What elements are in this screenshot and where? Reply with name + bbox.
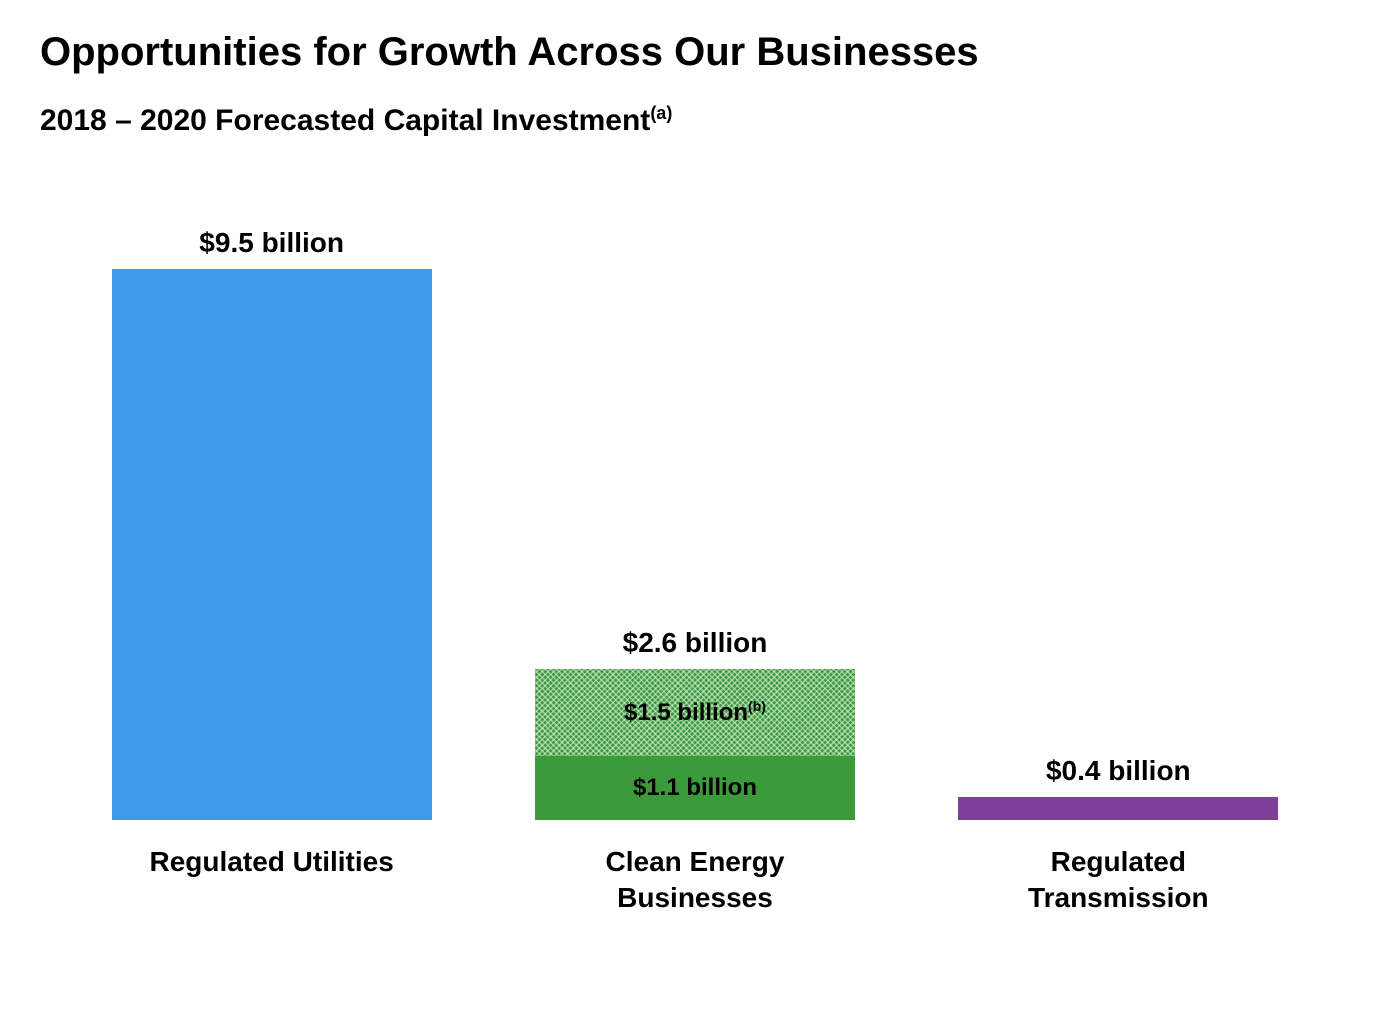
bar-clean_energy: $2.6 billion $1.5 billion(b) $1.1 billion C… [535, 627, 855, 918]
bar-stack [112, 269, 432, 820]
bar-segment [958, 797, 1278, 820]
bar-total-label: $2.6 billion [623, 627, 768, 659]
bar-regulated_utilities: $9.5 billion Regulated Utilities [112, 227, 432, 918]
subtitle-text: 2018 – 2020 Forecasted Capital Investmen… [40, 104, 650, 137]
segment-label: $1.5 billion(b) [624, 698, 766, 727]
subtitle-superscript: (a) [650, 103, 672, 123]
category-label: Clean EnergyBusinesses [606, 844, 785, 918]
bar-regulated_transmission: $0.4 billion RegulatedTransmission [958, 755, 1278, 918]
bar-segment: $1.5 billion(b) [535, 669, 855, 756]
bar-segment: $1.1 billion [535, 756, 855, 820]
bar-stack [958, 797, 1278, 820]
capital-investment-chart: $9.5 billion Regulated Utilities $2.6 bill… [40, 198, 1350, 918]
category-label: RegulatedTransmission [1028, 844, 1209, 918]
bar-segment [112, 269, 432, 820]
bar-total-label: $0.4 billion [1046, 755, 1191, 787]
bar-stack: $1.5 billion(b) $1.1 billion [535, 669, 855, 820]
category-label: Regulated Utilities [150, 844, 394, 918]
page-title: Opportunities for Growth Across Our Busi… [40, 30, 1350, 75]
subtitle: 2018 – 2020 Forecasted Capital Investmen… [40, 103, 1350, 138]
segment-label: $1.1 billion [633, 774, 757, 802]
bar-total-label: $9.5 billion [199, 227, 344, 259]
